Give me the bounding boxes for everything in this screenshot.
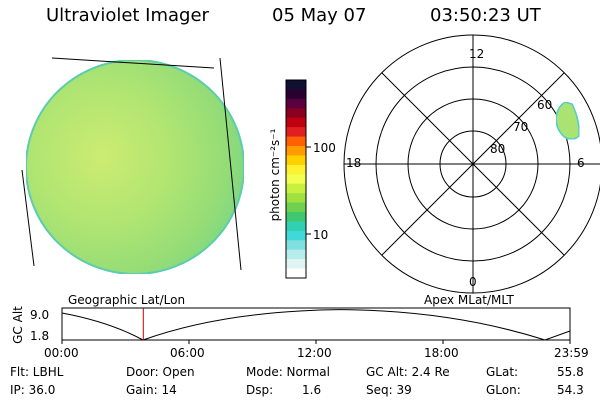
colorbar-swatch	[286, 127, 306, 138]
colorbar-swatch	[286, 174, 306, 185]
colorbar-swatch	[286, 259, 306, 270]
colorbar-swatch	[286, 193, 306, 204]
altitude-curve	[61, 309, 571, 341]
dsp-label: Dsp:	[246, 383, 274, 397]
colorbar-swatch	[286, 202, 306, 213]
geographic-panel-label: Geographic Lat/Lon	[68, 293, 186, 307]
dsp-value: 1.6	[302, 383, 322, 397]
colorbar-swatch	[286, 164, 306, 175]
observation-time: 03:50:23 UT	[430, 5, 541, 26]
mlt-label-18: 18	[346, 156, 362, 170]
colorbar-swatch	[286, 183, 306, 194]
colorbar-swatch	[286, 146, 306, 157]
seq-readout: Seq: 39	[366, 383, 412, 397]
mlat-label-80: 80	[490, 142, 506, 156]
gain-readout: Gain: 14	[126, 383, 177, 397]
map-border-line	[219, 57, 242, 271]
colorbar-swatch	[286, 136, 306, 147]
observation-date: 05 May 07	[272, 5, 367, 26]
altitude-tick-1-8: 1.8	[30, 329, 50, 343]
auroral-image-fragment	[555, 101, 580, 140]
glat-value: 55.8	[557, 365, 584, 379]
gc-alt-readout: GC Alt: 2.4 Re	[366, 365, 450, 379]
colorbar-swatch	[286, 268, 306, 279]
time-tick-0600: 06:00	[170, 346, 205, 360]
filter-readout: Flt: LBHL	[10, 365, 64, 379]
time-tick-1200: 12:00	[297, 346, 332, 360]
time-tick-2359: 23:59	[554, 346, 589, 360]
colorbar-swatch	[286, 98, 306, 109]
time-tick-1800: 18:00	[424, 346, 459, 360]
mlt-label-12: 12	[469, 47, 485, 61]
colorbar-swatch	[286, 212, 306, 223]
mlat-label-60: 60	[537, 98, 553, 112]
map-border-line	[51, 57, 215, 69]
colorbar-tick-10: 10	[313, 228, 329, 242]
door-readout: Door: Open	[126, 365, 195, 379]
colorbar-swatch	[286, 108, 306, 119]
glon-value: 54.3	[557, 383, 584, 397]
earth-disk	[25, 59, 245, 275]
colorbar-swatch	[286, 249, 306, 260]
colorbar-swatch	[286, 230, 306, 241]
glon-label: GLon:	[486, 383, 521, 397]
mlt-label-0: 0	[469, 275, 477, 289]
colorbar-swatch	[286, 240, 306, 251]
mode-readout: Mode: Normal	[246, 365, 330, 379]
colorbar-swatch	[286, 89, 306, 100]
colorbar-swatch	[286, 221, 306, 232]
apex-panel-label: Apex MLat/MLT	[424, 293, 514, 307]
mlt-label-6: 6	[577, 156, 585, 170]
ip-readout: IP: 36.0	[10, 383, 56, 397]
glat-label: GLat:	[486, 365, 519, 379]
colorbar-swatch	[286, 117, 306, 128]
colorbar-tick-100: 100	[313, 141, 336, 155]
colorbar-swatch	[286, 80, 306, 91]
altitude-axis-label: GC Alt	[11, 306, 25, 344]
mlat-label-70: 70	[513, 120, 529, 134]
altitude-tick-9: 9.0	[30, 308, 50, 322]
time-tick-0000: 00:00	[44, 346, 79, 360]
colorbar-swatch	[286, 155, 306, 166]
map-border-line	[21, 169, 35, 267]
instrument-title: Ultraviolet Imager	[46, 5, 209, 26]
